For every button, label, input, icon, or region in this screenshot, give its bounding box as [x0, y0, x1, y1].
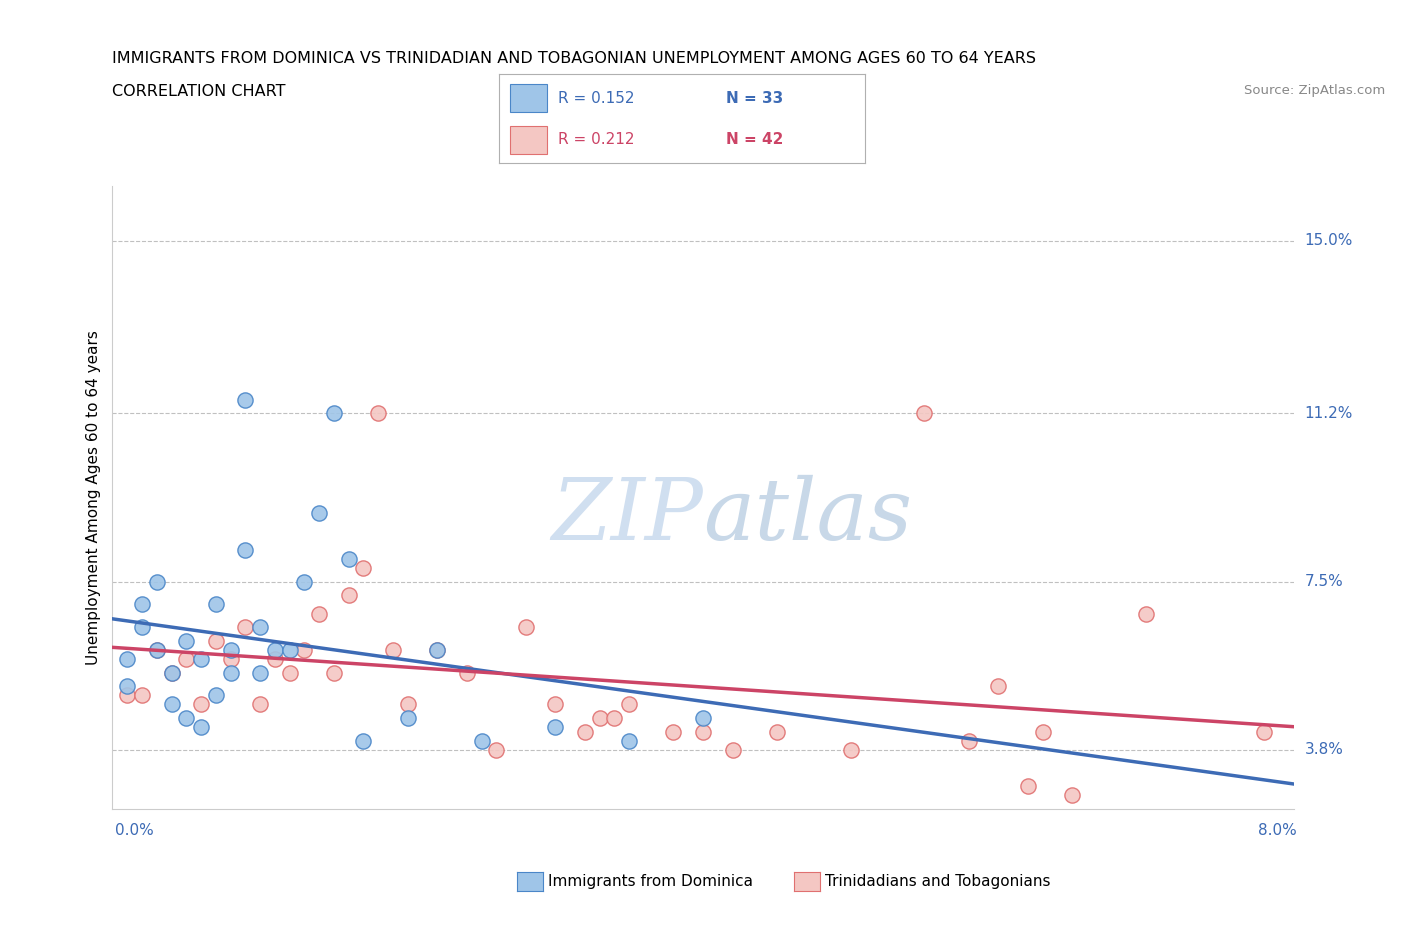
- Text: 0.0%: 0.0%: [115, 823, 155, 838]
- Text: IMMIGRANTS FROM DOMINICA VS TRINIDADIAN AND TOBAGONIAN UNEMPLOYMENT AMONG AGES 6: IMMIGRANTS FROM DOMINICA VS TRINIDADIAN …: [112, 51, 1036, 66]
- Point: [574, 724, 596, 739]
- Point: [485, 742, 508, 757]
- Bar: [510, 126, 547, 154]
- Point: [662, 724, 685, 739]
- Text: R = 0.212: R = 0.212: [558, 132, 634, 147]
- Point: [190, 720, 212, 735]
- Point: [1062, 788, 1084, 803]
- Point: [131, 688, 153, 703]
- Point: [367, 406, 389, 421]
- Point: [278, 665, 301, 680]
- Point: [174, 633, 197, 648]
- Text: N = 42: N = 42: [725, 132, 783, 147]
- Point: [544, 698, 567, 712]
- Point: [233, 392, 256, 407]
- Point: [131, 619, 153, 634]
- Text: 7.5%: 7.5%: [1305, 574, 1343, 590]
- Text: Source: ZipAtlas.com: Source: ZipAtlas.com: [1244, 84, 1385, 97]
- Point: [117, 688, 138, 703]
- Point: [603, 711, 626, 725]
- Point: [233, 542, 256, 557]
- Point: [692, 724, 714, 739]
- Point: [146, 643, 169, 658]
- Point: [396, 698, 419, 712]
- Text: Trinidadians and Tobagonians: Trinidadians and Tobagonians: [825, 874, 1050, 889]
- Point: [146, 574, 169, 589]
- Text: atlas: atlas: [703, 475, 912, 558]
- Point: [160, 665, 183, 680]
- Point: [987, 679, 1010, 694]
- Point: [1017, 779, 1039, 794]
- Point: [619, 698, 641, 712]
- Text: 8.0%: 8.0%: [1257, 823, 1296, 838]
- Point: [721, 742, 744, 757]
- Text: 15.0%: 15.0%: [1305, 233, 1353, 248]
- Point: [205, 633, 228, 648]
- Point: [190, 652, 212, 667]
- Point: [1032, 724, 1054, 739]
- Bar: [510, 84, 547, 113]
- Point: [426, 643, 449, 658]
- Point: [219, 652, 242, 667]
- Point: [323, 406, 346, 421]
- Point: [205, 597, 228, 612]
- Point: [219, 665, 242, 680]
- Point: [914, 406, 936, 421]
- Point: [765, 724, 787, 739]
- Point: [264, 643, 287, 658]
- Text: CORRELATION CHART: CORRELATION CHART: [112, 84, 285, 99]
- Text: ZIP: ZIP: [551, 475, 703, 558]
- Point: [323, 665, 346, 680]
- Point: [292, 643, 315, 658]
- Point: [957, 734, 980, 749]
- Point: [190, 698, 212, 712]
- Point: [1253, 724, 1275, 739]
- Point: [174, 652, 197, 667]
- Point: [588, 711, 610, 725]
- Point: [249, 698, 271, 712]
- Point: [117, 652, 138, 667]
- Point: [160, 665, 183, 680]
- Point: [619, 734, 641, 749]
- Point: [205, 688, 228, 703]
- Point: [839, 742, 862, 757]
- Text: R = 0.152: R = 0.152: [558, 91, 634, 106]
- Point: [117, 679, 138, 694]
- Point: [308, 606, 330, 621]
- Point: [396, 711, 419, 725]
- Text: Immigrants from Dominica: Immigrants from Dominica: [548, 874, 754, 889]
- Point: [131, 597, 153, 612]
- Text: 11.2%: 11.2%: [1305, 405, 1353, 421]
- Point: [692, 711, 714, 725]
- Y-axis label: Unemployment Among Ages 60 to 64 years: Unemployment Among Ages 60 to 64 years: [86, 330, 101, 665]
- Text: 3.8%: 3.8%: [1305, 742, 1344, 757]
- Point: [249, 665, 271, 680]
- Point: [174, 711, 197, 725]
- Point: [249, 619, 271, 634]
- Point: [233, 619, 256, 634]
- Point: [308, 506, 330, 521]
- Point: [337, 588, 360, 603]
- Point: [337, 551, 360, 566]
- Point: [1135, 606, 1157, 621]
- Point: [160, 698, 183, 712]
- Point: [292, 574, 315, 589]
- Point: [352, 561, 374, 576]
- Point: [352, 734, 374, 749]
- Point: [426, 643, 449, 658]
- Point: [515, 619, 537, 634]
- Text: N = 33: N = 33: [725, 91, 783, 106]
- Point: [146, 643, 169, 658]
- Point: [382, 643, 405, 658]
- Point: [471, 734, 494, 749]
- Point: [544, 720, 567, 735]
- Point: [219, 643, 242, 658]
- Point: [278, 643, 301, 658]
- Point: [456, 665, 478, 680]
- Point: [264, 652, 287, 667]
